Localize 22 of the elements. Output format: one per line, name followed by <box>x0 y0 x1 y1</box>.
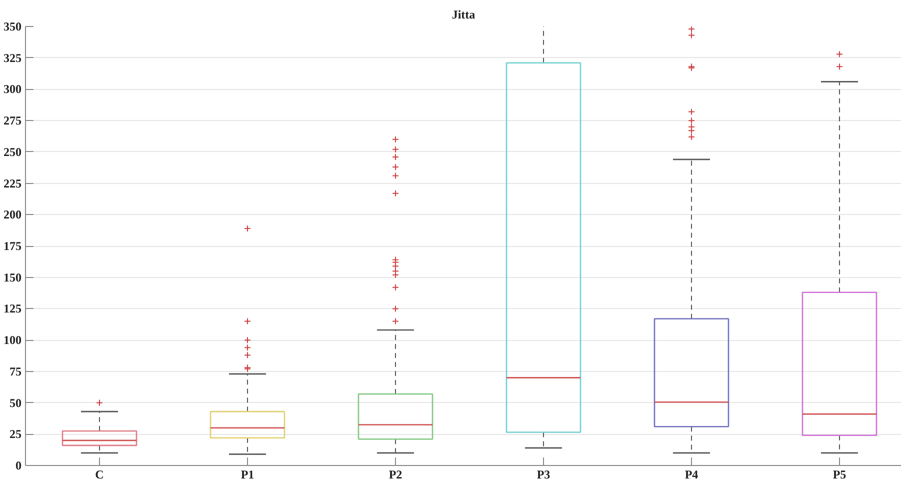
x-tick-label: P3 <box>536 468 550 482</box>
y-tick-label: 200 <box>4 208 22 222</box>
y-tick-label: 225 <box>4 176 22 190</box>
x-tick-label: P4 <box>684 468 698 482</box>
y-tick-label: 50 <box>10 396 22 410</box>
y-tick-label: 150 <box>4 270 22 284</box>
y-tick-label: 100 <box>4 333 22 348</box>
x-tick-label: P1 <box>240 468 254 482</box>
y-tick-label: 350 <box>4 20 22 34</box>
y-tick-label: 25 <box>10 427 22 442</box>
y-tick-label: 0 <box>16 458 22 472</box>
y-tick-label: 325 <box>4 50 22 65</box>
y-tick-label: 250 <box>4 144 22 159</box>
x-tick-label: P5 <box>832 468 846 482</box>
chart-title: Jitta <box>452 8 476 22</box>
y-tick-label: 275 <box>4 114 22 128</box>
y-tick-label: 175 <box>4 239 22 253</box>
x-tick-label: C <box>95 468 104 482</box>
x-tick-label: P2 <box>388 468 402 482</box>
y-tick-label: 125 <box>4 302 22 316</box>
y-tick-label: 75 <box>10 364 22 378</box>
y-tick-label: 300 <box>4 82 22 96</box>
